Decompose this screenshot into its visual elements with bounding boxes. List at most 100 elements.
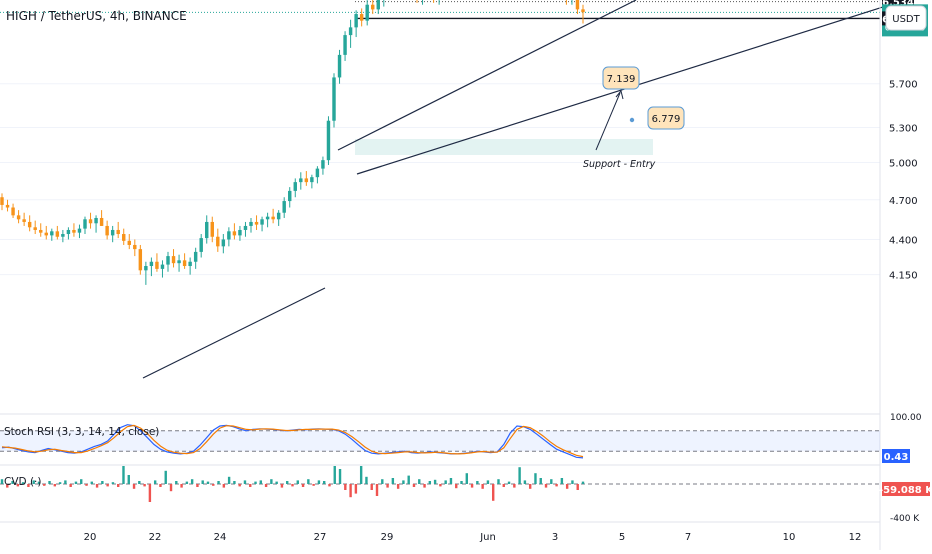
candle: [305, 171, 308, 186]
candle: [100, 210, 103, 226]
candle-body: [581, 9, 584, 12]
candle-body: [100, 218, 103, 226]
cvd-bar: [508, 482, 510, 484]
time-axis-label: 24: [214, 532, 227, 543]
cvd-bar: [444, 480, 446, 484]
candle: [128, 234, 131, 249]
candle-body: [166, 256, 169, 264]
candle: [354, 10, 357, 37]
candle: [327, 116, 330, 165]
cvd-bar: [260, 480, 262, 484]
candle: [338, 50, 341, 84]
candle: [67, 227, 70, 239]
time-axis-label: 7: [685, 532, 691, 543]
candle-body: [194, 252, 197, 262]
cvd-bar: [381, 479, 383, 484]
currency-label: USDT: [892, 14, 920, 25]
cvd-bar: [471, 484, 473, 488]
entry-point-marker: [630, 118, 634, 122]
cvd-bar: [117, 484, 119, 487]
cvd-bar: [286, 481, 288, 484]
candle: [144, 262, 147, 285]
candle-body: [105, 226, 108, 235]
candle: [83, 217, 86, 234]
cvd-bar: [96, 484, 98, 488]
candle: [343, 31, 346, 61]
candle: [139, 245, 142, 275]
currency-button[interactable]: USDT: [886, 6, 926, 30]
cvd-bar: [154, 480, 156, 484]
candle-body: [172, 256, 175, 263]
cvd-value-tag: -59.088 K: [879, 482, 932, 496]
candle-body: [155, 262, 158, 269]
rsi-value-text: 0.43: [884, 452, 909, 463]
candle-body: [122, 234, 125, 241]
candle-body: [332, 77, 335, 120]
candle-body: [360, 14, 363, 21]
candle: [11, 204, 14, 218]
cvd-bar: [450, 478, 452, 484]
candle-body: [144, 266, 147, 270]
candle-body: [365, 5, 368, 21]
cvd-bar: [555, 484, 557, 486]
time-axis-label: 20: [84, 532, 97, 543]
cvd-title-text: CVD: [4, 476, 27, 488]
cvd-bar: [265, 484, 267, 487]
time-axis-label: 27: [314, 532, 327, 543]
cvd-bar: [228, 477, 230, 484]
cvd-bar: [212, 484, 214, 486]
price-axis-label: 4.150: [889, 271, 918, 282]
cvd-bar: [376, 484, 378, 496]
candle: [183, 253, 186, 269]
candle-body: [227, 231, 230, 239]
cvd-bar: [1, 479, 3, 484]
candle: [282, 197, 285, 218]
candle-body: [354, 14, 357, 27]
candle: [266, 213, 269, 228]
candle: [581, 5, 584, 24]
cvd-bar: [460, 481, 462, 484]
candle: [22, 213, 25, 226]
candle: [155, 253, 158, 271]
grid: [0, 84, 880, 275]
cvd-bar: [202, 480, 204, 484]
cvd-bar: [360, 466, 362, 484]
cvd-bar: [307, 479, 309, 484]
cvd-bar: [513, 484, 515, 488]
cvd-bar: [476, 481, 478, 484]
cvd-title: CVD (·): [4, 476, 42, 488]
cvd-bar: [349, 484, 351, 497]
cvd-bar: [101, 481, 103, 484]
candle-body: [255, 222, 258, 225]
cvd-bar: [402, 480, 404, 484]
candle: [33, 221, 36, 234]
candle: [105, 221, 108, 240]
cvd-bar: [48, 481, 50, 484]
cvd-bar: [518, 467, 520, 484]
cvd-bar: [344, 484, 346, 490]
channel-lower-line-early: [143, 288, 325, 378]
candle-body: [183, 260, 186, 266]
cvd-bar: [91, 482, 93, 484]
cvd-bar: [59, 482, 61, 484]
stoch-rsi-title: Stoch RSI (3, 3, 14, 14, close): [4, 426, 159, 438]
candle-body: [50, 231, 53, 235]
candle-body: [11, 208, 14, 216]
support-entry-label: Support - Entry: [583, 159, 656, 170]
cvd-bar: [244, 480, 246, 484]
callout-entry[interactable]: 6.779: [648, 107, 684, 129]
candle-body: [316, 169, 319, 178]
cvd-bar: [339, 469, 341, 484]
cvd-bar: [323, 481, 325, 484]
candle-body: [349, 27, 352, 35]
candle: [277, 210, 280, 226]
candle: [222, 234, 225, 253]
cvd-bar: [392, 478, 394, 484]
cvd-bar: [270, 479, 272, 484]
callout-target[interactable]: 7.139: [603, 67, 639, 89]
candle-body: [238, 230, 241, 235]
candle-body: [17, 215, 20, 219]
